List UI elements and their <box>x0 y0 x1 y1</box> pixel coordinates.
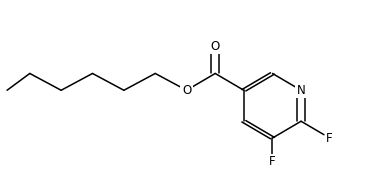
Text: O: O <box>182 84 191 97</box>
Text: O: O <box>211 39 220 53</box>
Text: F: F <box>269 155 276 169</box>
Text: N: N <box>297 84 305 97</box>
Text: F: F <box>327 132 333 145</box>
